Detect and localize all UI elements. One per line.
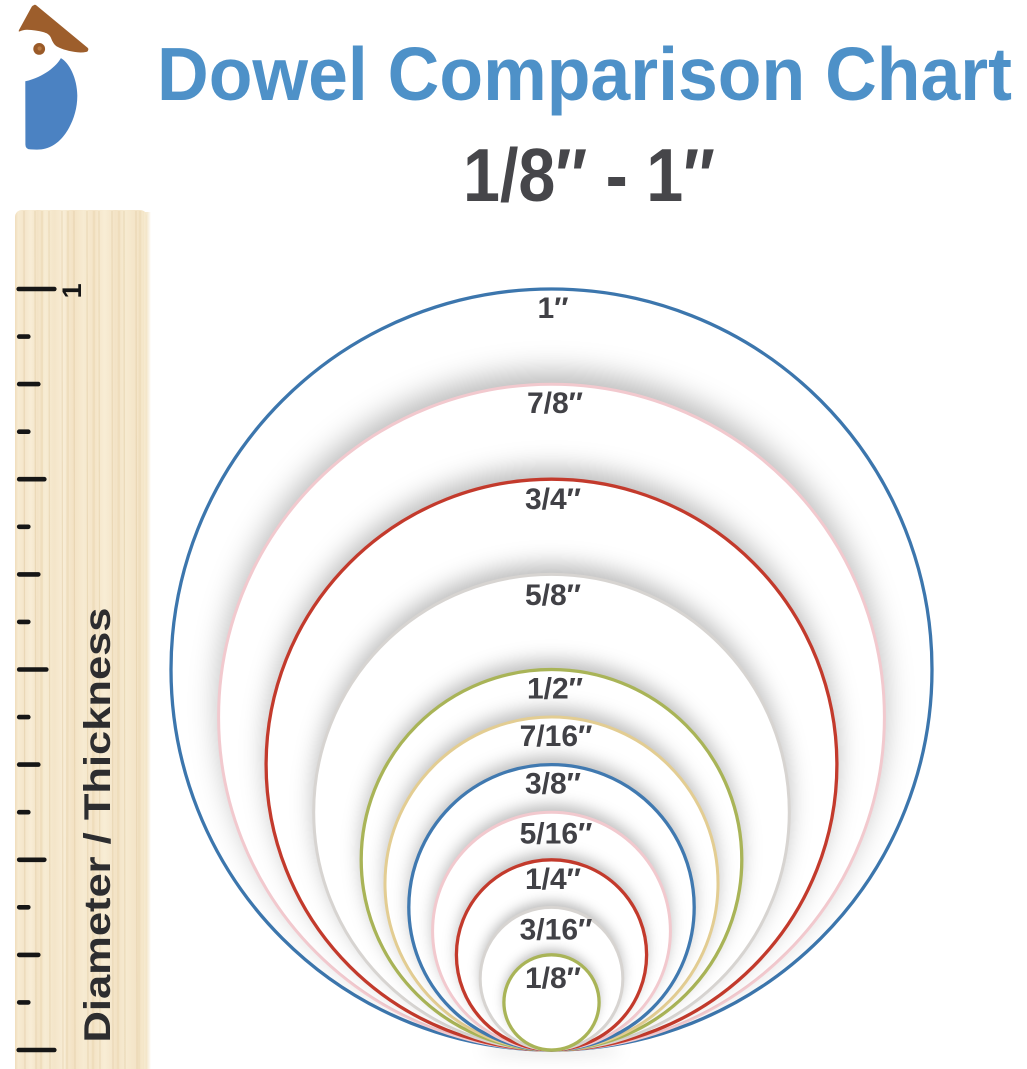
svg-text:1/8″: 1/8″ bbox=[525, 962, 581, 995]
svg-text:1: 1 bbox=[57, 283, 87, 298]
svg-text:1″: 1″ bbox=[537, 292, 568, 325]
svg-text:1/4″: 1/4″ bbox=[525, 863, 581, 896]
svg-text:7/8″: 7/8″ bbox=[527, 387, 583, 420]
svg-text:1/8″ - 1″: 1/8″ - 1″ bbox=[463, 133, 715, 217]
svg-text:5/8″: 5/8″ bbox=[525, 579, 581, 612]
svg-text:1/2″: 1/2″ bbox=[527, 673, 583, 706]
svg-text:3/8″: 3/8″ bbox=[525, 768, 581, 801]
svg-text:Diameter / Thickness: Diameter / Thickness bbox=[77, 608, 118, 1043]
svg-text:Dowel Comparison Chart: Dowel Comparison Chart bbox=[157, 32, 1012, 116]
svg-text:3/4″: 3/4″ bbox=[525, 483, 581, 516]
svg-text:5/16″: 5/16″ bbox=[520, 818, 593, 851]
svg-text:7/16″: 7/16″ bbox=[520, 720, 593, 753]
svg-text:3/16″: 3/16″ bbox=[520, 914, 593, 947]
